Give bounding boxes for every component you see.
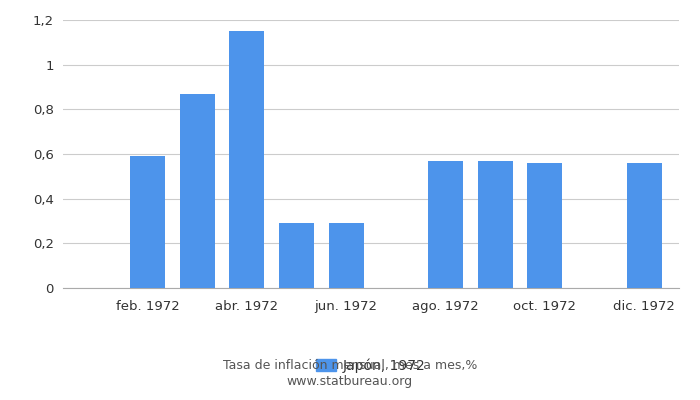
Bar [626, 163, 662, 288]
Bar [528, 163, 562, 288]
Bar [230, 31, 264, 288]
Bar [428, 161, 463, 288]
Legend: Japón, 1972: Japón, 1972 [312, 354, 430, 377]
Bar [329, 223, 363, 288]
Bar [279, 223, 314, 288]
Bar [180, 94, 214, 288]
Text: www.statbureau.org: www.statbureau.org [287, 376, 413, 388]
Text: Tasa de inflación mensual, mes a mes,%: Tasa de inflación mensual, mes a mes,% [223, 360, 477, 372]
Bar [130, 156, 164, 288]
Bar [478, 161, 512, 288]
